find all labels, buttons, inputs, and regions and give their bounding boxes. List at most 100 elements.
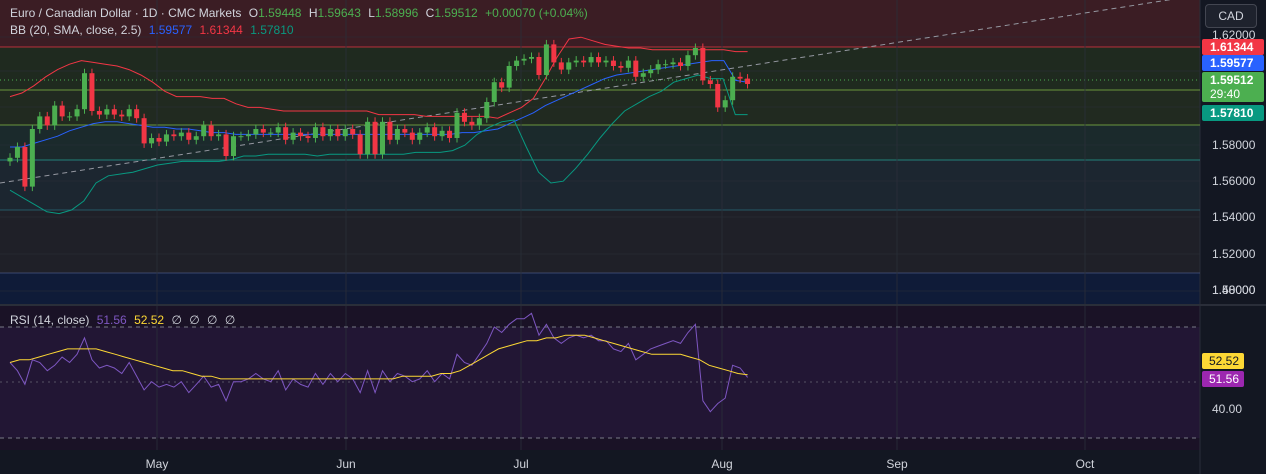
candle-body-78 bbox=[588, 57, 594, 63]
candle-body-62 bbox=[469, 121, 475, 126]
bb-lower-line bbox=[9, 74, 748, 215]
rsi-ma-price-label-bg bbox=[1202, 353, 1244, 369]
candle-body-18 bbox=[141, 118, 147, 144]
candle-body-38 bbox=[290, 132, 296, 140]
candle-body-48 bbox=[365, 121, 371, 155]
price-band-0 bbox=[0, 0, 1200, 47]
candle-body-44 bbox=[335, 129, 341, 137]
candle-body-8 bbox=[67, 116, 73, 118]
ohlc-high: H1.59643 bbox=[308, 6, 361, 20]
candle-body-0 bbox=[7, 157, 13, 162]
candle-body-73 bbox=[551, 44, 557, 63]
candle-body-21 bbox=[163, 134, 169, 142]
time-tick-jul: Jul bbox=[513, 457, 528, 471]
ohlc-open: O1.59448 bbox=[248, 6, 302, 20]
candle-body-31 bbox=[238, 136, 244, 138]
bb-legend[interactable]: BB (20, SMA, close, 2.5) 1.59577 1.61344… bbox=[10, 23, 298, 37]
candle-body-94 bbox=[707, 80, 713, 84]
candle-body-22 bbox=[171, 134, 177, 137]
rsi-extra-1: ∅ bbox=[171, 313, 182, 327]
price-band-6 bbox=[0, 273, 1200, 304]
time-tick-oct: Oct bbox=[1076, 457, 1095, 471]
candle-body-58 bbox=[439, 130, 445, 137]
candle-body-89 bbox=[670, 62, 676, 65]
candle-body-64 bbox=[484, 102, 490, 119]
candle-body-54 bbox=[409, 132, 415, 140]
candle-body-83 bbox=[625, 60, 631, 68]
candle-body-36 bbox=[275, 127, 281, 133]
candle-body-77 bbox=[581, 60, 587, 63]
price-band-5 bbox=[0, 210, 1200, 273]
candle-body-84 bbox=[633, 60, 639, 77]
candle-body-86 bbox=[648, 69, 654, 74]
candle-body-5 bbox=[44, 116, 50, 126]
candle-body-46 bbox=[350, 129, 356, 135]
candle-body-6 bbox=[52, 105, 58, 126]
bb-upper-price-label: 1.61344 bbox=[1210, 40, 1254, 54]
ohlc-change: +0.00070 (+0.04%) bbox=[485, 6, 588, 20]
candle-body-39 bbox=[298, 132, 304, 137]
rsi-ma-price-label: 52.52 bbox=[1209, 354, 1239, 368]
candle-body-61 bbox=[461, 112, 467, 122]
candle-body-70 bbox=[529, 57, 534, 59]
candle-body-85 bbox=[640, 73, 646, 77]
ohlc-low: L1.58996 bbox=[368, 6, 419, 20]
candle-body-29 bbox=[223, 134, 229, 156]
candle-body-56 bbox=[424, 127, 430, 133]
candle-body-3 bbox=[29, 129, 35, 187]
price-tick-3: 1.56000 bbox=[1212, 174, 1256, 188]
price-tick-0: 1.62000 bbox=[1212, 28, 1256, 42]
candle-body-59 bbox=[447, 130, 453, 138]
candle-body-23 bbox=[178, 132, 184, 137]
price-tick-5: 1.52000 bbox=[1212, 247, 1256, 261]
candle-body-24 bbox=[186, 132, 192, 140]
candle-body-72 bbox=[543, 44, 549, 75]
bb-lower-price-label-bg bbox=[1202, 105, 1264, 121]
candle-body-1 bbox=[14, 147, 20, 158]
candle-body-34 bbox=[260, 129, 266, 133]
candle-body-37 bbox=[283, 127, 289, 140]
candle-body-69 bbox=[521, 58, 527, 61]
candle-body-93 bbox=[700, 48, 706, 81]
bb-lower-price-label: 1.57810 bbox=[1210, 106, 1254, 120]
candle-body-45 bbox=[342, 129, 348, 137]
rsi-extra-3: ∅ bbox=[207, 313, 218, 327]
bb-upper-value: 1.61344 bbox=[199, 23, 243, 37]
rsi-tick-0: 40.00 bbox=[1212, 402, 1242, 416]
rsi-value: 51.56 bbox=[96, 313, 127, 327]
last-price-label-countdown: 29:40 bbox=[1210, 87, 1240, 101]
candle-body-67 bbox=[506, 66, 512, 88]
candle-body-97 bbox=[730, 76, 736, 101]
candle-body-19 bbox=[149, 138, 155, 144]
trend-line bbox=[0, 0, 1172, 184]
ohlc-close: C1.59512 bbox=[425, 6, 478, 20]
candle-body-7 bbox=[59, 105, 65, 117]
candle-body-41 bbox=[312, 127, 318, 138]
candle-body-11 bbox=[89, 73, 95, 111]
candle-body-43 bbox=[327, 129, 333, 137]
candle-body-92 bbox=[692, 48, 698, 56]
candle-body-33 bbox=[253, 129, 259, 135]
time-tick-jun: Jun bbox=[336, 457, 355, 471]
candle-body-4 bbox=[37, 116, 43, 129]
candle-body-96 bbox=[722, 100, 728, 108]
candle-body-79 bbox=[596, 57, 602, 63]
candle-body-66 bbox=[499, 82, 505, 88]
candle-body-25 bbox=[193, 136, 199, 140]
candle-body-90 bbox=[678, 62, 683, 66]
currency-button[interactable]: CAD bbox=[1205, 4, 1257, 28]
candle-body-60 bbox=[454, 112, 460, 138]
rsi-legend[interactable]: RSI (14, close) 51.56 52.52 ∅ ∅ ∅ ∅ bbox=[10, 313, 239, 327]
candle-body-65 bbox=[491, 82, 497, 102]
candle-body-99 bbox=[745, 78, 751, 84]
candle-body-87 bbox=[655, 64, 661, 70]
symbol-name[interactable]: Euro / Canadian Dollar · 1D · CMC Market… bbox=[10, 6, 242, 20]
candle-body-76 bbox=[573, 60, 579, 63]
candle-body-16 bbox=[126, 109, 132, 117]
candle-body-14 bbox=[111, 109, 117, 115]
price-tick-7: 1.48000 bbox=[1212, 283, 1256, 297]
price-tick-6: 1.50000 bbox=[1212, 283, 1256, 297]
candle-body-80 bbox=[603, 60, 609, 63]
candle-body-81 bbox=[610, 60, 616, 66]
